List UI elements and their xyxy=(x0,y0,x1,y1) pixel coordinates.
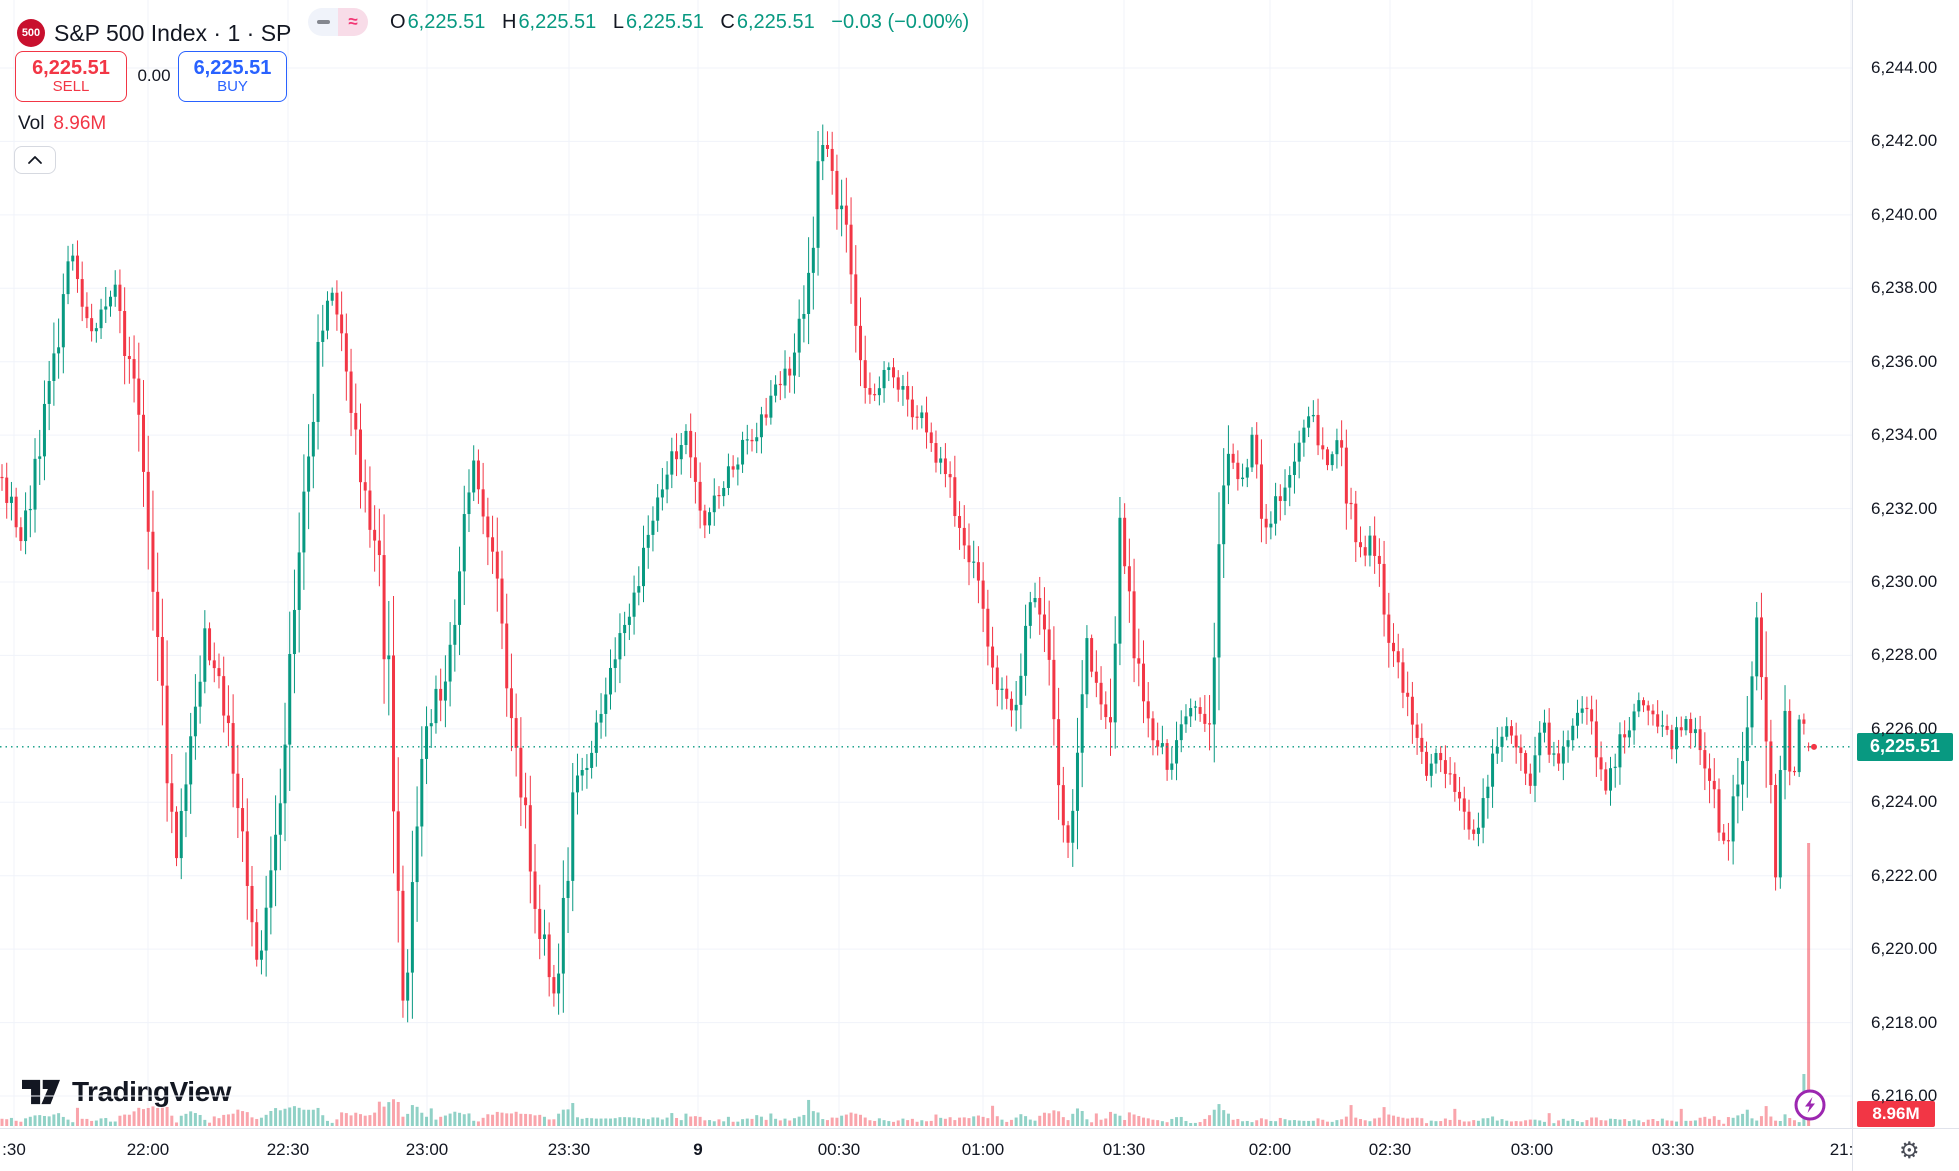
chevron-up-icon xyxy=(28,156,42,164)
time-axis-label: 22:00 xyxy=(126,1140,170,1159)
approx-icon: ≈ xyxy=(348,12,358,31)
volume-label: Vol xyxy=(18,113,45,134)
time-axis-label: 01:00 xyxy=(961,1140,1005,1159)
tradingview-logo-icon xyxy=(22,1079,60,1105)
approx-indicator-toggle[interactable]: ≈ xyxy=(338,8,368,36)
price-axis-label: 6,216.00 xyxy=(1871,1085,1938,1105)
axis-corner: ⚙ xyxy=(1852,1128,1959,1171)
price-axis-label: 6,218.00 xyxy=(1871,1012,1938,1032)
price-axis-label: 6,220.00 xyxy=(1871,939,1938,959)
price-axis-label: 6,228.00 xyxy=(1871,645,1938,665)
open-label: O xyxy=(390,11,406,33)
sell-price: 6,225.51 xyxy=(32,57,110,80)
price-axis-label: 6,236.00 xyxy=(1871,351,1938,371)
time-axis-label: 01:30 xyxy=(1102,1140,1146,1159)
price-axis-label: 6,238.00 xyxy=(1871,278,1938,298)
time-axis-label: 00:30 xyxy=(817,1140,861,1159)
buy-price: 6,225.51 xyxy=(193,57,272,80)
time-axis-label: 21:00 xyxy=(1829,1140,1852,1159)
last-price-marker xyxy=(1811,743,1817,750)
volume-pane xyxy=(0,843,1811,1126)
close-value: 6,225.51 xyxy=(736,11,815,33)
legend-toggles: ≈ xyxy=(308,8,368,36)
time-axis-label: 02:00 xyxy=(1248,1140,1292,1159)
lightning-icon xyxy=(1794,1089,1826,1121)
price-axis[interactable]: 6,225.51 8.96M 6,244.00 6,242.00 6,240.00 6… xyxy=(1852,0,1959,1128)
tradingview-logo-text: TradingView xyxy=(72,1076,231,1107)
volume-value: 8.96M xyxy=(53,113,107,134)
candles xyxy=(0,124,1811,1023)
instant-trading-marker[interactable] xyxy=(1793,1088,1827,1122)
price-axis-label: 6,244.00 xyxy=(1871,58,1938,77)
time-axis-label: 22:30 xyxy=(266,1140,310,1159)
symbol-logo-badge[interactable]: 500 xyxy=(17,19,45,47)
price-axis-label: 6,234.00 xyxy=(1871,425,1938,445)
time-axis-label: 02:30 xyxy=(1368,1140,1412,1159)
buy-label: BUY xyxy=(217,78,248,96)
sell-label: SELL xyxy=(52,78,90,96)
candlestick-chart[interactable] xyxy=(0,0,1852,1128)
close-label: C xyxy=(720,11,735,33)
time-axis-label: 03:30 xyxy=(1651,1140,1695,1159)
time-axis-label: :30 xyxy=(2,1140,26,1159)
price-axis-label: 6,240.00 xyxy=(1871,204,1938,224)
open-value: 6,225.51 xyxy=(407,11,486,33)
sell-button[interactable]: 6,225.51 SELL xyxy=(15,51,127,102)
time-axis[interactable]: :30 22:00 22:30 23:00 23:30 9 00:30 01:00 01:30 0… xyxy=(0,1128,1852,1171)
symbol-title[interactable]: S&P 500 Index · 1 · SP xyxy=(54,20,292,46)
price-axis-label: 6,230.00 xyxy=(1871,571,1938,591)
minus-icon xyxy=(316,20,330,24)
high-value: 6,225.51 xyxy=(518,11,597,33)
buy-button[interactable]: 6,225.51 BUY xyxy=(178,51,287,102)
high-label: H xyxy=(501,11,517,33)
low-value: 6,225.51 xyxy=(625,11,704,33)
price-axis-label: 6,226.00 xyxy=(1871,718,1938,738)
time-axis-label: 9 xyxy=(693,1140,703,1159)
hide-indicator-toggle[interactable] xyxy=(308,8,338,36)
time-axis-label: 03:00 xyxy=(1510,1140,1554,1159)
change-value: −0.03 (−0.00%) xyxy=(831,11,970,33)
ohlc-readout: O 6,225.51 H 6,225.51 L 6,225.51 C 6,225.51 … xyxy=(390,11,971,34)
time-axis-label: 23:30 xyxy=(547,1140,591,1159)
last-price-badge: 6,225.51 xyxy=(1857,732,1953,761)
price-axis-label: 6,242.00 xyxy=(1871,131,1938,151)
price-axis-label: 6,224.00 xyxy=(1871,792,1938,812)
time-axis-label: 23:00 xyxy=(405,1140,449,1159)
low-label: L xyxy=(612,11,624,33)
session-volume-badge: 8.96M xyxy=(1857,1101,1935,1127)
price-axis-label: 6,232.00 xyxy=(1871,498,1938,518)
collapse-panel-button[interactable] xyxy=(14,146,56,174)
tradingview-watermark: TradingView xyxy=(22,1076,231,1108)
spread-value: 0.00 xyxy=(137,66,171,85)
gear-icon[interactable]: ⚙ xyxy=(1899,1136,1920,1163)
volume-readout: Vol 8.96M xyxy=(18,113,106,135)
price-axis-label: 6,222.00 xyxy=(1871,865,1938,885)
